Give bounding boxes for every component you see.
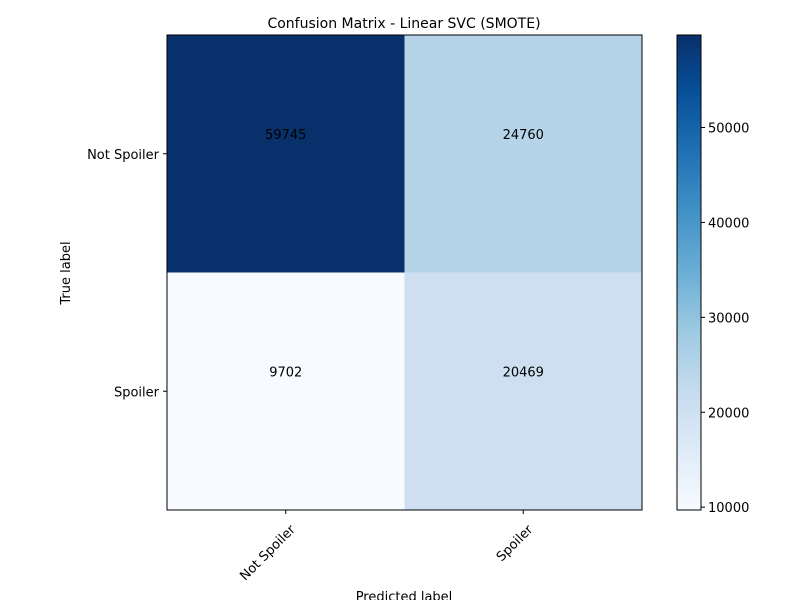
y-axis-tick-label: Not Spoiler (87, 148, 160, 163)
y-axis-tick-label: Spoiler (114, 385, 160, 400)
heatmap-cell-value: 9702 (269, 365, 302, 380)
heatmap-cell-value: 59745 (265, 128, 306, 143)
x-axis-tick-label: Not Spoiler (237, 522, 299, 584)
x-axis-tick-label: Spoiler (494, 522, 537, 565)
x-axis-label: Predicted label (356, 590, 453, 600)
heatmap-frame (166, 34, 643, 511)
colorbar-tick-label: 40000 (708, 216, 749, 231)
heatmap-cell-value: 20469 (503, 365, 544, 380)
y-axis-label: True label (59, 241, 74, 305)
heatmap-cell (167, 35, 405, 273)
colorbar-tick-label: 10000 (708, 501, 749, 516)
colorbar-tick-label: 20000 (708, 406, 749, 421)
x-axis-ticks: Not Spoiler Spoiler (237, 510, 537, 584)
heatmap-cell-value: 24760 (503, 128, 544, 143)
heatmap-cell (167, 272, 405, 510)
chart-title: Confusion Matrix - Linear SVC (SMOTE) (267, 16, 540, 32)
heatmap-cell-labels: 59745 24760 9702 20469 (265, 128, 544, 381)
heatmap-cell (404, 272, 642, 510)
colorbar-ticks: 10000 20000 30000 40000 50000 (701, 121, 749, 516)
heatmap-cell (404, 35, 642, 273)
y-axis-ticks: Not Spoiler Spoiler (87, 148, 167, 400)
heatmap-cells (167, 35, 642, 510)
colorbar (676, 34, 702, 511)
colorbar-tick-label: 30000 (708, 311, 749, 326)
colorbar-tick-label: 50000 (708, 121, 749, 136)
